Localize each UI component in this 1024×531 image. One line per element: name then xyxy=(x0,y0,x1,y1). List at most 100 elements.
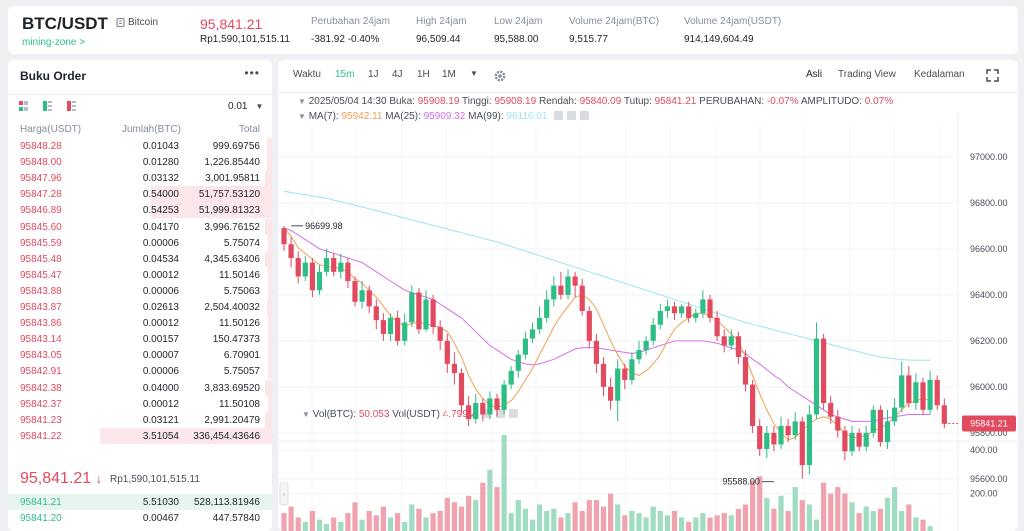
candle-body[interactable] xyxy=(813,338,820,415)
candle-body[interactable] xyxy=(572,276,578,286)
price-chart[interactable]: 97000.00 96800.00 96600.00 96400.00 96200.00… xyxy=(278,93,1018,531)
candle-body[interactable] xyxy=(302,262,308,277)
candle-body[interactable] xyxy=(742,356,749,385)
coin-name-link[interactable]: Bitcoin xyxy=(128,17,159,28)
candle-body[interactable] xyxy=(778,425,784,445)
close-icon[interactable] xyxy=(508,409,518,418)
view-both-icon[interactable] xyxy=(19,101,28,111)
symbol-title[interactable]: BTC/USDT xyxy=(22,14,108,33)
candle-body[interactable] xyxy=(444,340,450,364)
ask-row[interactable]: 95842.91 0.00006 5.75057 xyxy=(8,363,272,380)
candle-body[interactable] xyxy=(643,340,649,351)
ask-row[interactable]: 95845.47 0.00012 11.50146 xyxy=(8,266,272,283)
candle-body[interactable] xyxy=(792,421,798,436)
ask-row[interactable]: 95843.87 0.02613 2,504.40032 xyxy=(8,299,272,315)
candle-body[interactable] xyxy=(934,379,940,406)
candle-body[interactable] xyxy=(579,285,585,311)
mid-price[interactable]: 95,841.21 ↓ xyxy=(20,470,102,488)
candle-body[interactable] xyxy=(558,285,564,295)
ask-row[interactable]: 95841.23 0.03121 2,991.20479 xyxy=(8,411,272,428)
candle-body[interactable] xyxy=(785,425,791,436)
ask-row[interactable]: 95846.89 0.54253 51,999.81323 xyxy=(8,202,272,219)
candle-body[interactable] xyxy=(316,271,323,291)
precision-select[interactable]: 0.01 ▼ xyxy=(228,101,263,112)
candle-body[interactable] xyxy=(870,409,876,433)
candle-body[interactable] xyxy=(281,228,287,245)
candle-body[interactable] xyxy=(750,384,756,426)
candle-body[interactable] xyxy=(877,409,883,443)
candle-body[interactable] xyxy=(892,407,898,422)
candle-body[interactable] xyxy=(387,317,394,334)
candle-body[interactable] xyxy=(423,299,429,330)
candle-body[interactable] xyxy=(331,258,337,272)
candle-body[interactable] xyxy=(856,432,862,447)
settings-icon[interactable] xyxy=(495,409,505,418)
candle-body[interactable] xyxy=(309,262,315,291)
candle-body[interactable] xyxy=(764,432,770,450)
candle-body[interactable] xyxy=(501,384,507,410)
candle-body[interactable] xyxy=(494,398,500,410)
candle-body[interactable] xyxy=(600,363,607,387)
candle-body[interactable] xyxy=(352,281,358,302)
candle-body[interactable] xyxy=(735,336,741,357)
candle-body[interactable] xyxy=(473,402,479,420)
candle-body[interactable] xyxy=(721,336,727,346)
view-asli[interactable]: Asli xyxy=(806,69,823,80)
candle-body[interactable] xyxy=(565,276,571,295)
candle-body[interactable] xyxy=(430,299,436,328)
candle-body[interactable] xyxy=(636,350,642,360)
interval-4J[interactable]: 4J xyxy=(392,69,403,80)
candle-body[interactable] xyxy=(806,414,812,466)
fullscreen-icon[interactable] xyxy=(986,69,999,82)
candle-body[interactable] xyxy=(508,370,514,385)
ask-row[interactable]: 95847.28 0.54000 51,757.53120 xyxy=(8,186,272,203)
candle-body[interactable] xyxy=(757,425,763,450)
candle-body[interactable] xyxy=(671,306,678,314)
candle-body[interactable] xyxy=(380,320,386,334)
more-options-icon[interactable]: ••• xyxy=(244,66,260,80)
candle-body[interactable] xyxy=(835,416,841,431)
candle-body[interactable] xyxy=(799,421,805,466)
candle-body[interactable] xyxy=(899,375,905,408)
candle-body[interactable] xyxy=(416,292,422,330)
candle-body[interactable] xyxy=(693,313,699,318)
candle-body[interactable] xyxy=(608,386,614,401)
candle-body[interactable] xyxy=(728,336,734,346)
candle-body[interactable] xyxy=(544,299,550,318)
candle-body[interactable] xyxy=(551,285,557,300)
bid-row[interactable]: 95841.20 0.00467 447.57840 xyxy=(8,510,272,526)
candle-body[interactable] xyxy=(437,327,443,341)
candle-body[interactable] xyxy=(700,299,706,314)
ask-row[interactable]: 95843.86 0.00012 11.50126 xyxy=(8,315,272,332)
candle-body[interactable] xyxy=(593,340,599,364)
collapse-icon[interactable]: ▼ xyxy=(302,410,310,419)
candle-body[interactable] xyxy=(884,421,891,443)
view-asks-icon[interactable] xyxy=(67,101,76,111)
ask-row[interactable]: 95848.00 0.01280 1,226.85440 xyxy=(8,154,272,171)
candle-body[interactable] xyxy=(373,306,379,321)
view-kedalaman[interactable]: Kedalaman xyxy=(914,69,965,80)
candle-body[interactable] xyxy=(650,324,656,341)
candle-body[interactable] xyxy=(338,262,344,272)
candle-body[interactable] xyxy=(629,359,635,380)
bid-row[interactable]: 95841.21 5.51030 528,113.81946 xyxy=(8,494,272,510)
interval-15m[interactable]: 15m xyxy=(335,69,355,80)
collapse-icon[interactable]: ▼ xyxy=(298,112,306,121)
close-icon[interactable] xyxy=(580,111,590,120)
candle-body[interactable] xyxy=(707,299,713,318)
candle-body[interactable] xyxy=(657,310,663,325)
interval-1H[interactable]: 1H xyxy=(417,69,430,80)
candle-body[interactable] xyxy=(679,306,685,314)
ask-row[interactable]: 95845.48 0.04534 4,345.63406 xyxy=(8,250,272,267)
ask-row[interactable]: 95845.59 0.00006 5.75074 xyxy=(8,234,272,251)
candle-body[interactable] xyxy=(906,375,912,403)
candle-body[interactable] xyxy=(288,244,294,259)
candle-body[interactable] xyxy=(863,432,869,447)
mining-zone-tag[interactable]: mining-zone > xyxy=(22,37,86,48)
collapse-icon[interactable]: ▼ xyxy=(298,97,306,106)
view-trading-view[interactable]: Trading View xyxy=(838,69,896,80)
candle-body[interactable] xyxy=(941,405,947,424)
candle-body[interactable] xyxy=(480,402,486,415)
candle-body[interactable] xyxy=(345,262,351,282)
candle-body[interactable] xyxy=(359,290,365,302)
